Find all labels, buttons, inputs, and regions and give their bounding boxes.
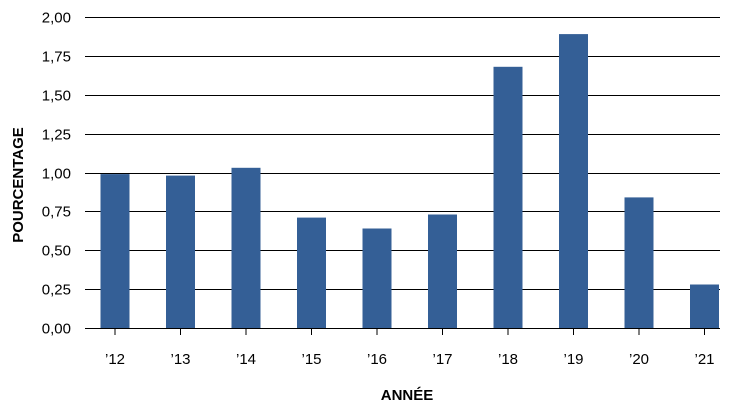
bar-0 [100, 174, 130, 328]
x-axis-title: ANNÉE [381, 387, 434, 404]
y-tick-label-7: 1,75 [42, 49, 71, 66]
y-axis-tick-labels: 0,00 0,25 0,50 0,75 1,00 1,25 1,50 1,75 2,00 [42, 10, 71, 338]
x-tick-label-3: ’15 [301, 351, 321, 368]
y-tick-label-0: 0,00 [42, 321, 71, 338]
y-tick-label-2: 0,50 [42, 243, 71, 260]
x-tick-label-2: ’14 [236, 351, 256, 368]
x-tick-label-4: ’16 [367, 351, 387, 368]
bar-5 [428, 214, 457, 328]
bars [100, 34, 719, 329]
x-tick-label-1: ’13 [170, 351, 190, 368]
y-tick-label-4: 1,00 [42, 166, 71, 183]
bar-3 [297, 217, 326, 328]
x-tick-label-8: ’20 [629, 351, 649, 368]
x-axis-tick-labels: ’12 ’13 ’14 ’15 ’16 ’17 ’18 ’19 ’20 ’21 [105, 328, 715, 368]
x-tick-label-5: ’17 [432, 351, 452, 368]
y-tick-label-1: 0,25 [42, 282, 71, 299]
x-tick-label-7: ’19 [563, 351, 583, 368]
y-tick-label-8: 2,00 [42, 10, 71, 27]
bar-9 [690, 284, 719, 328]
bar-7 [559, 34, 588, 328]
x-tick-label-9: ’21 [694, 351, 714, 368]
x-tick-label-0: ’12 [105, 351, 125, 368]
bar-6 [493, 66, 523, 329]
y-axis-title: POURCENTAGE [10, 127, 27, 243]
bar-4 [362, 228, 392, 328]
bar-1 [166, 175, 195, 328]
y-tick-label-6: 1,50 [42, 88, 71, 105]
x-tick-label-6: ’18 [498, 351, 518, 368]
bar-2 [231, 167, 261, 328]
y-tick-label-3: 0,75 [42, 204, 71, 221]
y-tick-label-5: 1,25 [42, 127, 71, 144]
bar-8 [624, 197, 654, 328]
